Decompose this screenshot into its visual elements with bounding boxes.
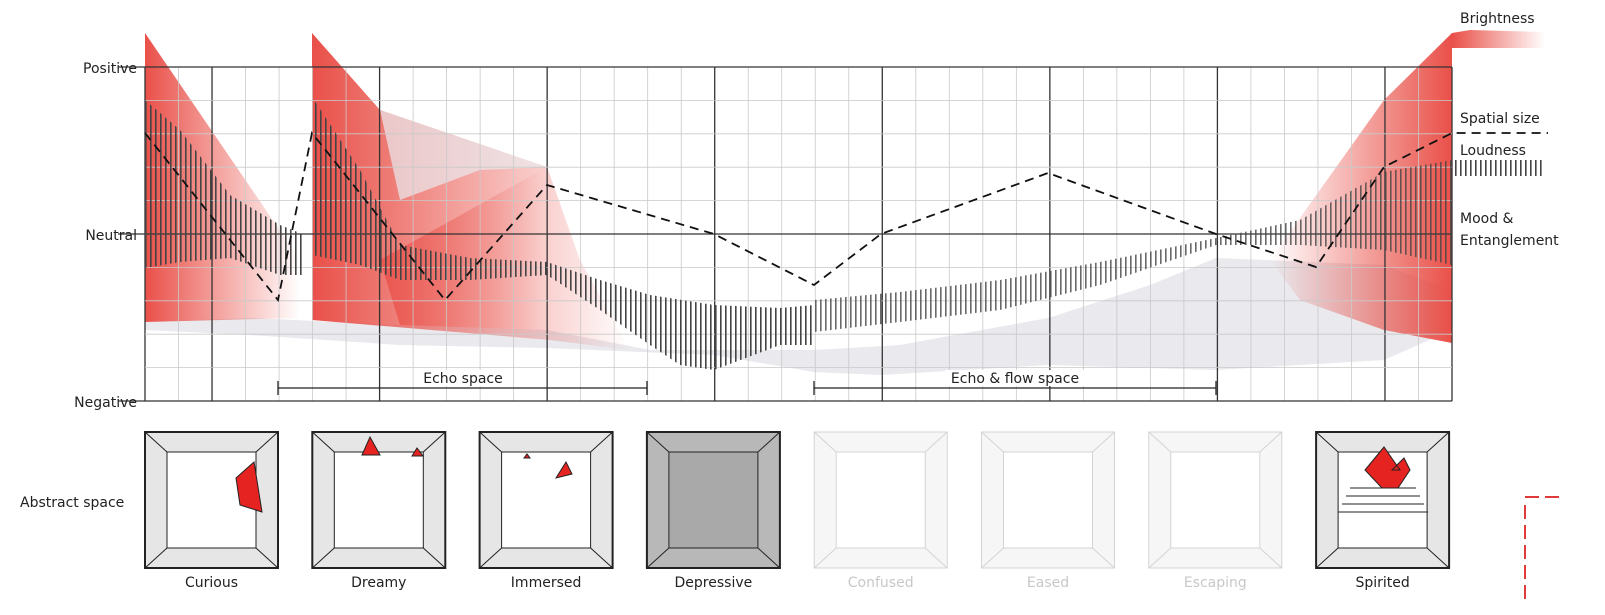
- room-label: Eased: [1027, 575, 1069, 591]
- room: Eased: [981, 431, 1115, 591]
- brightness-area: [380, 110, 547, 200]
- brightness-area: [380, 167, 547, 330]
- room-edge: [479, 431, 502, 453]
- room-edge: [1259, 431, 1283, 453]
- room-edge: [1426, 431, 1450, 453]
- room-edge: [1148, 547, 1172, 569]
- room: Escaping: [1148, 431, 1283, 591]
- room-edge: [1315, 431, 1339, 453]
- room: Dreamy: [311, 431, 447, 591]
- legend-label: Spatial size: [1460, 111, 1540, 127]
- brightness-swatch: [1452, 30, 1545, 48]
- ranges: [277, 381, 1217, 395]
- rooms: Curious Dreamy Immersed Depressive Confused E…: [144, 431, 1451, 591]
- room-edge: [757, 431, 781, 453]
- range-label: Echo space: [423, 371, 503, 387]
- room-back: [668, 451, 759, 549]
- room-label: Escaping: [1184, 575, 1247, 591]
- room-edge: [924, 547, 948, 569]
- room-edge: [646, 431, 670, 453]
- loudness-envelope: [814, 160, 1452, 332]
- y-label: Neutral: [85, 228, 137, 244]
- room-label: Spirited: [1355, 575, 1409, 591]
- room: Depressive: [645, 431, 781, 591]
- room-edge: [422, 431, 446, 453]
- gray-band: [145, 258, 1452, 375]
- loudness-envelope: [312, 97, 814, 370]
- axis-labels: Positive Neutral Negative: [74, 61, 137, 411]
- room-edge: [479, 547, 502, 569]
- stairs: [1338, 487, 1428, 513]
- loudness-envelope: [145, 100, 305, 275]
- room-edge: [144, 431, 168, 453]
- red-shape: [554, 460, 573, 479]
- room-edge: [590, 547, 613, 569]
- room-edge: [1148, 431, 1172, 453]
- room-edge: [311, 547, 335, 569]
- room-edge: [924, 431, 948, 453]
- room-back: [835, 451, 926, 549]
- room-edge: [311, 431, 335, 453]
- room-edge: [1315, 547, 1339, 569]
- room-edge: [646, 547, 670, 569]
- room: Curious: [144, 431, 279, 591]
- room-edge: [981, 431, 1004, 453]
- loudness-swatch: [1452, 160, 1545, 176]
- room-edge: [813, 431, 837, 453]
- legend-label: Entanglement: [1460, 233, 1559, 249]
- red-shape: [1364, 446, 1411, 489]
- room-edge: [813, 547, 837, 569]
- legend-label: Mood &: [1460, 211, 1514, 227]
- loudness-bars: [145, 97, 1452, 370]
- room-back: [1003, 451, 1093, 549]
- label-bg: [418, 370, 508, 386]
- room-edge: [1426, 547, 1450, 569]
- room-label: Dreamy: [351, 575, 406, 591]
- room-label: Confused: [848, 575, 914, 591]
- room-edge: [757, 547, 781, 569]
- legend: Brightness Spatial size Loudness Mood & …: [1452, 11, 1559, 249]
- room-edge: [981, 547, 1004, 569]
- legend-label: Loudness: [1460, 143, 1526, 159]
- room-edge: [1092, 547, 1115, 569]
- room-label: Curious: [185, 575, 238, 591]
- row-label: Abstract space: [20, 495, 124, 511]
- room-edge: [255, 547, 279, 569]
- room-edge: [590, 431, 613, 453]
- room-back: [1170, 451, 1261, 549]
- room-label: Immersed: [511, 575, 582, 591]
- legend-label: Brightness: [1460, 11, 1535, 27]
- spatial-size-line: [144, 130, 1548, 303]
- room-edge: [255, 431, 279, 453]
- red-shape: [361, 435, 381, 456]
- room-edge: [1092, 431, 1115, 453]
- room-back: [333, 451, 424, 549]
- room-label: Depressive: [675, 575, 753, 591]
- label-bg: [945, 370, 1085, 386]
- range-label: Echo & flow space: [951, 371, 1079, 387]
- red-shape: [411, 447, 424, 457]
- room-edge: [422, 547, 446, 569]
- room-edge: [1259, 547, 1283, 569]
- y-label: Negative: [74, 395, 137, 411]
- red-shape: [523, 453, 531, 459]
- corner-mark: [1524, 496, 1562, 600]
- red-shape: [235, 461, 263, 513]
- room-back: [501, 451, 592, 549]
- room-edge: [144, 547, 168, 569]
- room: Immersed: [478, 431, 614, 591]
- room: Confused: [813, 431, 948, 591]
- y-label: Positive: [83, 61, 137, 77]
